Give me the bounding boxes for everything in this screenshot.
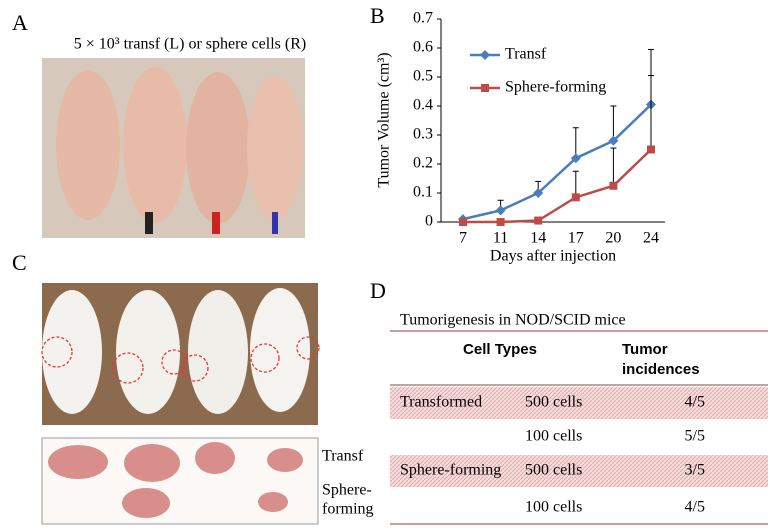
table-cell: 4/5 [685, 499, 705, 516]
table-cell: 4/5 [685, 394, 705, 411]
photo-c [41, 283, 320, 425]
marker [459, 218, 467, 226]
tumor-label: Transf [322, 448, 364, 465]
x-tick-label: 14 [530, 230, 546, 247]
y-tick-label: 0.6 [413, 39, 433, 56]
table-header: Cell Types [463, 341, 537, 358]
row-shade [390, 387, 768, 419]
y-axis-label: Tumor Volume (cm³) [376, 52, 393, 187]
x-tick-label: 17 [568, 230, 584, 247]
series-line [463, 148, 652, 224]
marker [534, 216, 543, 225]
legend-marker [481, 84, 489, 92]
tumor-label: Sphere- [322, 482, 372, 499]
row-shade [390, 455, 768, 487]
marker [608, 135, 619, 146]
table-header: incidences [622, 361, 700, 378]
x-tick-label: 11 [493, 230, 508, 247]
panel-label: C [12, 250, 27, 275]
x-tick-label: 24 [643, 230, 659, 247]
tumor-label: forming [322, 501, 374, 518]
marker [647, 145, 655, 154]
photo-tumors [41, 437, 319, 525]
table-cell: Transformed [400, 394, 482, 411]
x-tick-label: 7 [459, 230, 467, 247]
x-axis-label: Days after injection [490, 248, 616, 265]
series-line [462, 103, 652, 221]
marker [609, 181, 618, 190]
table-cell: Sphere-forming [400, 462, 501, 479]
y-tick-label: 0.3 [413, 126, 433, 143]
table-header: Tumor [622, 341, 668, 358]
table-cell: 500 cells [525, 394, 582, 411]
table-cell: 3/5 [685, 462, 705, 479]
y-tick-label: 0.4 [413, 97, 433, 114]
table-cell: 100 cells [525, 499, 582, 516]
table-cell: 5/5 [685, 428, 705, 445]
marker [533, 188, 544, 198]
legend-label: Sphere-forming [505, 79, 606, 96]
marker [496, 218, 505, 226]
y-tick-label: 0 [425, 213, 433, 230]
table-cell: 500 cells [525, 462, 582, 479]
panel-label: B [370, 3, 385, 28]
y-tick-label: 0.7 [413, 10, 433, 27]
photo-title: 5 × 10³ transf (L) or sphere cells (R) [74, 36, 306, 53]
panel-label: A [12, 10, 28, 35]
legend-marker [480, 50, 490, 60]
marker [571, 193, 580, 202]
y-tick-label: 0.2 [413, 155, 433, 172]
table-cell: 100 cells [525, 428, 582, 445]
marker [570, 153, 581, 164]
marker [495, 205, 506, 216]
y-tick-label: 0.1 [413, 184, 433, 201]
x-tick-label: 20 [605, 230, 621, 247]
legend-label: Transf [505, 46, 547, 63]
panel-label: D [370, 278, 386, 303]
table-title: Tumorigenesis in NOD/SCID mice [400, 312, 626, 329]
photo-a [42, 58, 305, 238]
y-tick-label: 0.5 [413, 68, 433, 85]
